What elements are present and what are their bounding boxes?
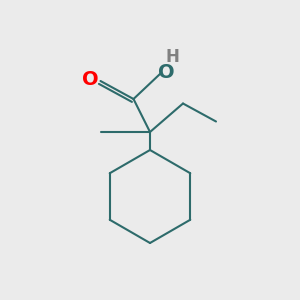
Text: O: O — [82, 70, 98, 89]
Text: O: O — [158, 62, 175, 82]
Text: H: H — [166, 48, 179, 66]
